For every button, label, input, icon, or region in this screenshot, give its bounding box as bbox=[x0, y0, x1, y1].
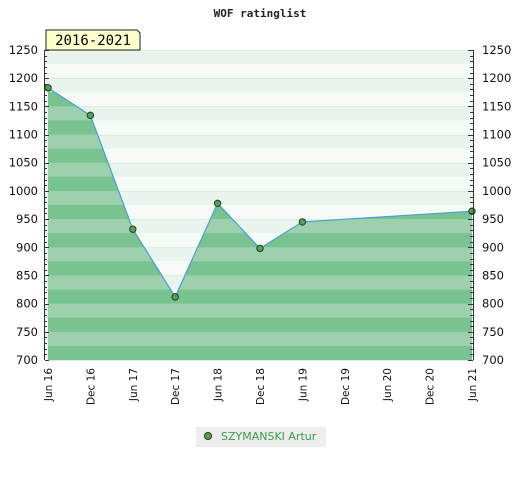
y-tick-label-right: 950 bbox=[482, 212, 504, 226]
background-band bbox=[45, 64, 473, 79]
area-band bbox=[48, 275, 472, 291]
y-tick-label-right: 1100 bbox=[482, 128, 511, 142]
x-axis-labels: Jun 16 Dec 16 Jun 17 Dec 17 Jun 18 Dec 18 Jun … bbox=[43, 368, 479, 405]
area-band bbox=[48, 345, 472, 360]
area-band bbox=[48, 289, 472, 305]
y-tick-label-left: 900 bbox=[16, 240, 38, 254]
y-tick-label-right: 900 bbox=[482, 240, 504, 254]
chart-title: WOF ratinglist bbox=[214, 7, 307, 20]
legend-series-name: SZYMANSKI Artur bbox=[221, 430, 317, 443]
legend: SZYMANSKI Artur bbox=[196, 427, 326, 447]
x-tick-label: Jun 16 bbox=[43, 368, 55, 402]
background-band bbox=[45, 148, 473, 164]
background-band bbox=[45, 162, 473, 178]
area-band bbox=[48, 331, 472, 347]
background-band bbox=[45, 50, 473, 65]
x-tick-label: Jun 21 bbox=[467, 368, 479, 402]
background-band bbox=[45, 106, 473, 121]
data-point bbox=[86, 111, 95, 120]
y-tick-label-left: 700 bbox=[16, 353, 38, 367]
background-band bbox=[45, 120, 473, 136]
period-badge: 2016-2021 bbox=[45, 29, 141, 51]
y-tick-label-right: 1250 bbox=[482, 43, 511, 57]
area-band bbox=[48, 261, 472, 276]
period-label: 2016-2021 bbox=[55, 33, 131, 49]
x-tick-label: Dec 19 bbox=[340, 368, 352, 405]
x-tick-label: Jun 19 bbox=[297, 368, 309, 402]
y-tick-label-left: 850 bbox=[16, 268, 38, 282]
background-band bbox=[45, 190, 473, 206]
y-tick-label-left: 1100 bbox=[9, 128, 38, 142]
x-tick-label: Dec 17 bbox=[170, 368, 182, 405]
y-tick-label-right: 1200 bbox=[482, 71, 511, 85]
y-tick-label-right: 850 bbox=[482, 268, 504, 282]
x-tick-label: Dec 20 bbox=[425, 368, 437, 405]
x-tick-label: Jun 20 bbox=[382, 368, 394, 402]
area-band bbox=[48, 303, 472, 319]
y-tick-label-left: 950 bbox=[16, 212, 38, 226]
data-point bbox=[256, 244, 264, 253]
y-tick-label-left: 1050 bbox=[9, 156, 38, 170]
legend-marker bbox=[204, 432, 212, 440]
y-tick-label-left: 750 bbox=[16, 325, 38, 339]
y-axis-right-labels: 700 750 800 850 900 950 1000 1050 1100 1150 1200 12… bbox=[482, 43, 511, 367]
y-tick-label-left: 1200 bbox=[9, 71, 38, 85]
data-point bbox=[213, 199, 222, 208]
background-band bbox=[45, 176, 473, 192]
background-band bbox=[45, 78, 473, 93]
y-tick-label-right: 750 bbox=[482, 325, 504, 339]
y-tick-label-left: 800 bbox=[16, 297, 38, 311]
area-band bbox=[48, 317, 472, 333]
data-point bbox=[129, 225, 137, 233]
series-line bbox=[47, 87, 473, 299]
background-band bbox=[45, 134, 473, 150]
y-tick-label-right: 1050 bbox=[482, 156, 511, 170]
x-tick-label: Dec 16 bbox=[85, 368, 97, 405]
y-tick-label-right: 1000 bbox=[482, 184, 511, 198]
data-point bbox=[171, 293, 179, 301]
y-tick-label-right: 800 bbox=[482, 297, 504, 311]
y-tick-label-right: 1150 bbox=[482, 99, 511, 113]
y-axis-left-labels: 700 750 800 850 900 950 1000 1050 1100 1150 1200 12… bbox=[9, 43, 38, 367]
background-band bbox=[45, 92, 473, 107]
x-tick-label: Dec 18 bbox=[255, 368, 267, 405]
y-tick-label-left: 1250 bbox=[9, 43, 38, 57]
y-tick-label-left: 1150 bbox=[9, 99, 38, 113]
data-point bbox=[298, 218, 307, 226]
y-tick-label-right: 700 bbox=[482, 353, 504, 367]
data-point bbox=[44, 84, 52, 92]
y-tick-label-left: 1000 bbox=[9, 184, 38, 198]
x-tick-label: Jun 17 bbox=[128, 368, 140, 402]
background-band bbox=[45, 205, 473, 220]
minor-ticks bbox=[45, 50, 473, 361]
x-tick-label: Jun 18 bbox=[213, 368, 225, 402]
